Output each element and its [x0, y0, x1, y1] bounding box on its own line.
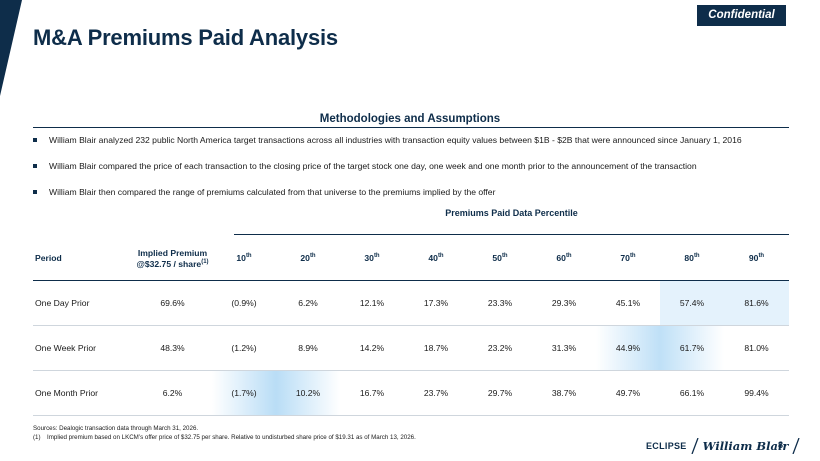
- implied-premium-cell: 6.2%: [162, 387, 183, 398]
- table-cell: (1.2%): [231, 342, 257, 353]
- table-cell-highlighted: 61.7%: [660, 325, 724, 370]
- footnotes: Sources: Dealogic transaction data throu…: [33, 425, 416, 442]
- table-cell: 18.7%: [423, 342, 449, 353]
- row-label: One Week Prior: [35, 342, 96, 353]
- bullet-text: William Blair analyzed 232 public North …: [49, 135, 742, 145]
- bullet-item: William Blair then compared the range of…: [33, 186, 793, 198]
- footnote-marker: (1): [201, 258, 209, 265]
- row-label: One Month Prior: [35, 387, 99, 398]
- column-header-percentile: 80th: [684, 253, 700, 264]
- footnote-number: (1): [33, 433, 41, 441]
- footnote-1: (1) Implied premium based on LKCM’s offer…: [33, 434, 416, 443]
- column-header-percentile: 50th: [492, 253, 508, 264]
- table-row: One Month Prior 6.2% (1.7%) 10.2% 16.7% …: [33, 370, 789, 415]
- column-header-percentile: 90th: [748, 253, 765, 264]
- page-title: M&A Premiums Paid Analysis: [33, 25, 338, 50]
- table-cell: (0.9%): [231, 297, 257, 308]
- table-cell: 81.0%: [744, 342, 769, 353]
- table-cell-highlighted: 44.9%: [596, 325, 660, 370]
- column-header-period: Period: [35, 253, 62, 264]
- slash-icon: [691, 438, 699, 454]
- implied-premium-cell: 48.3%: [160, 342, 185, 353]
- implied-header-line1: Implied Premium: [137, 247, 208, 258]
- column-header-implied-premium: Implied Premium @$32.75 / share(1): [133, 238, 212, 280]
- bullet-text: William Blair compared the price of each…: [49, 161, 697, 171]
- page-number: 8: [778, 440, 784, 450]
- table-cell-highlighted: (1.7%): [212, 370, 276, 415]
- percentile-heading: Premiums Paid Data Percentile: [445, 208, 578, 218]
- table-cell: 29.7%: [487, 387, 513, 398]
- william-blair-wordmark: William Blair: [702, 439, 789, 453]
- table-cell: 23.2%: [487, 342, 513, 353]
- table-cell-highlighted: 10.2%: [276, 370, 340, 415]
- premiums-table: Period Implied Premium @$32.75 / share(1…: [33, 238, 789, 416]
- implied-premium-cell: 69.6%: [160, 297, 185, 308]
- eclipse-wordmark: ECLIPSE: [646, 441, 687, 451]
- table-row: One Week Prior 48.3% (1.2%) 8.9% 14.2% 1…: [33, 325, 789, 370]
- column-header-percentile: 40th: [428, 253, 444, 264]
- brand-logo: ECLIPSE William Blair: [646, 437, 804, 455]
- row-label: One Day Prior: [35, 297, 90, 308]
- implied-header-line2: @$32.75 / share: [136, 258, 202, 269]
- square-bullet-icon: [33, 138, 37, 142]
- table-cell: 23.3%: [487, 297, 513, 308]
- table-cell: 23.7%: [423, 387, 449, 398]
- table-cell-highlighted: 81.6%: [724, 280, 789, 325]
- confidential-badge: Confidential: [697, 5, 786, 26]
- slash-icon: [792, 438, 800, 454]
- table-cell: 31.3%: [551, 342, 577, 353]
- table-cell: 16.7%: [359, 387, 385, 398]
- table-cell: 29.3%: [551, 297, 577, 308]
- bullet-text: William Blair then compared the range of…: [49, 187, 496, 197]
- corner-slash-decoration: [0, 0, 22, 96]
- methodology-bullet-list: William Blair analyzed 232 public North …: [33, 134, 793, 212]
- column-header-percentile: 70th: [620, 253, 636, 264]
- square-bullet-icon: [33, 190, 37, 194]
- bullet-item: William Blair compared the price of each…: [33, 160, 793, 172]
- percentile-divider: [234, 234, 789, 235]
- methodology-heading: Methodologies and Assumptions: [319, 113, 501, 125]
- table-cell: 12.1%: [359, 297, 385, 308]
- table-cell-highlighted: 57.4%: [660, 280, 724, 325]
- table-cell: 45.1%: [615, 297, 641, 308]
- table-cell: 6.2%: [298, 297, 318, 308]
- bullet-item: William Blair analyzed 232 public North …: [33, 134, 793, 146]
- table-row: One Day Prior 69.6% (0.9%) 6.2% 12.1% 17…: [33, 280, 789, 325]
- column-header-percentile: 60th: [556, 253, 572, 264]
- table-cell: 66.1%: [679, 387, 705, 398]
- table-header-row: Period Implied Premium @$32.75 / share(1…: [33, 238, 789, 280]
- sources-note: Sources: Dealogic transaction data throu…: [33, 425, 199, 432]
- methodology-divider: [33, 127, 789, 128]
- table-cell: 49.7%: [615, 387, 641, 398]
- table-cell: 17.3%: [423, 297, 449, 308]
- column-header-percentile: 30th: [364, 253, 380, 264]
- footnote-text: Implied premium based on LKCM’s offer pr…: [47, 433, 416, 441]
- column-header-percentile: 10th: [236, 253, 252, 264]
- column-header-percentile: 20th: [300, 253, 316, 264]
- table-cell: 14.2%: [359, 342, 385, 353]
- square-bullet-icon: [33, 164, 37, 168]
- table-cell: 99.4%: [744, 387, 769, 398]
- table-cell: 38.7%: [551, 387, 577, 398]
- table-cell: 8.9%: [298, 342, 318, 353]
